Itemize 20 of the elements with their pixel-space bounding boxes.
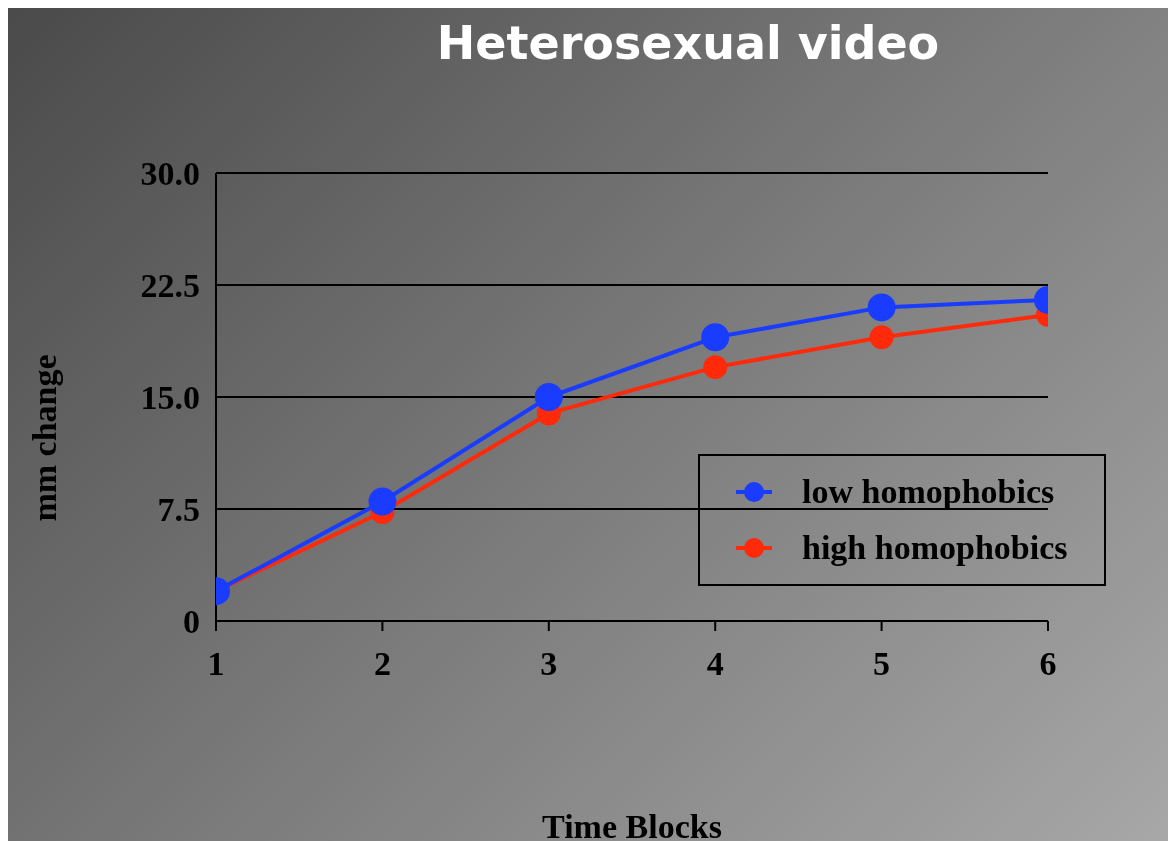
y-axis-title: mm change xyxy=(26,354,64,522)
x-tick-label: 6 xyxy=(1039,645,1057,683)
legend-label: high homophobics xyxy=(802,529,1068,567)
y-tick-label: 30.0 xyxy=(140,155,200,193)
y-tick-label: 22.5 xyxy=(140,267,200,305)
x-tick-label: 1 xyxy=(207,645,225,683)
chart-title: Heterosexual video xyxy=(435,16,941,70)
point xyxy=(368,487,397,516)
legend-label: low homophobics xyxy=(802,473,1055,511)
y-tick-label: 0 xyxy=(183,603,200,641)
x-tick-label: 2 xyxy=(373,645,391,683)
y-tick-label: 15.0 xyxy=(140,379,200,417)
point xyxy=(701,323,730,352)
x-tick-label: 4 xyxy=(706,645,724,683)
y-tick-label: 7.5 xyxy=(157,491,200,529)
point xyxy=(534,383,563,411)
x-axis-title: Time Blocks xyxy=(541,808,723,841)
x-tick-label: 5 xyxy=(873,645,891,683)
point xyxy=(703,355,728,380)
x-tick-label: 3 xyxy=(540,645,558,683)
